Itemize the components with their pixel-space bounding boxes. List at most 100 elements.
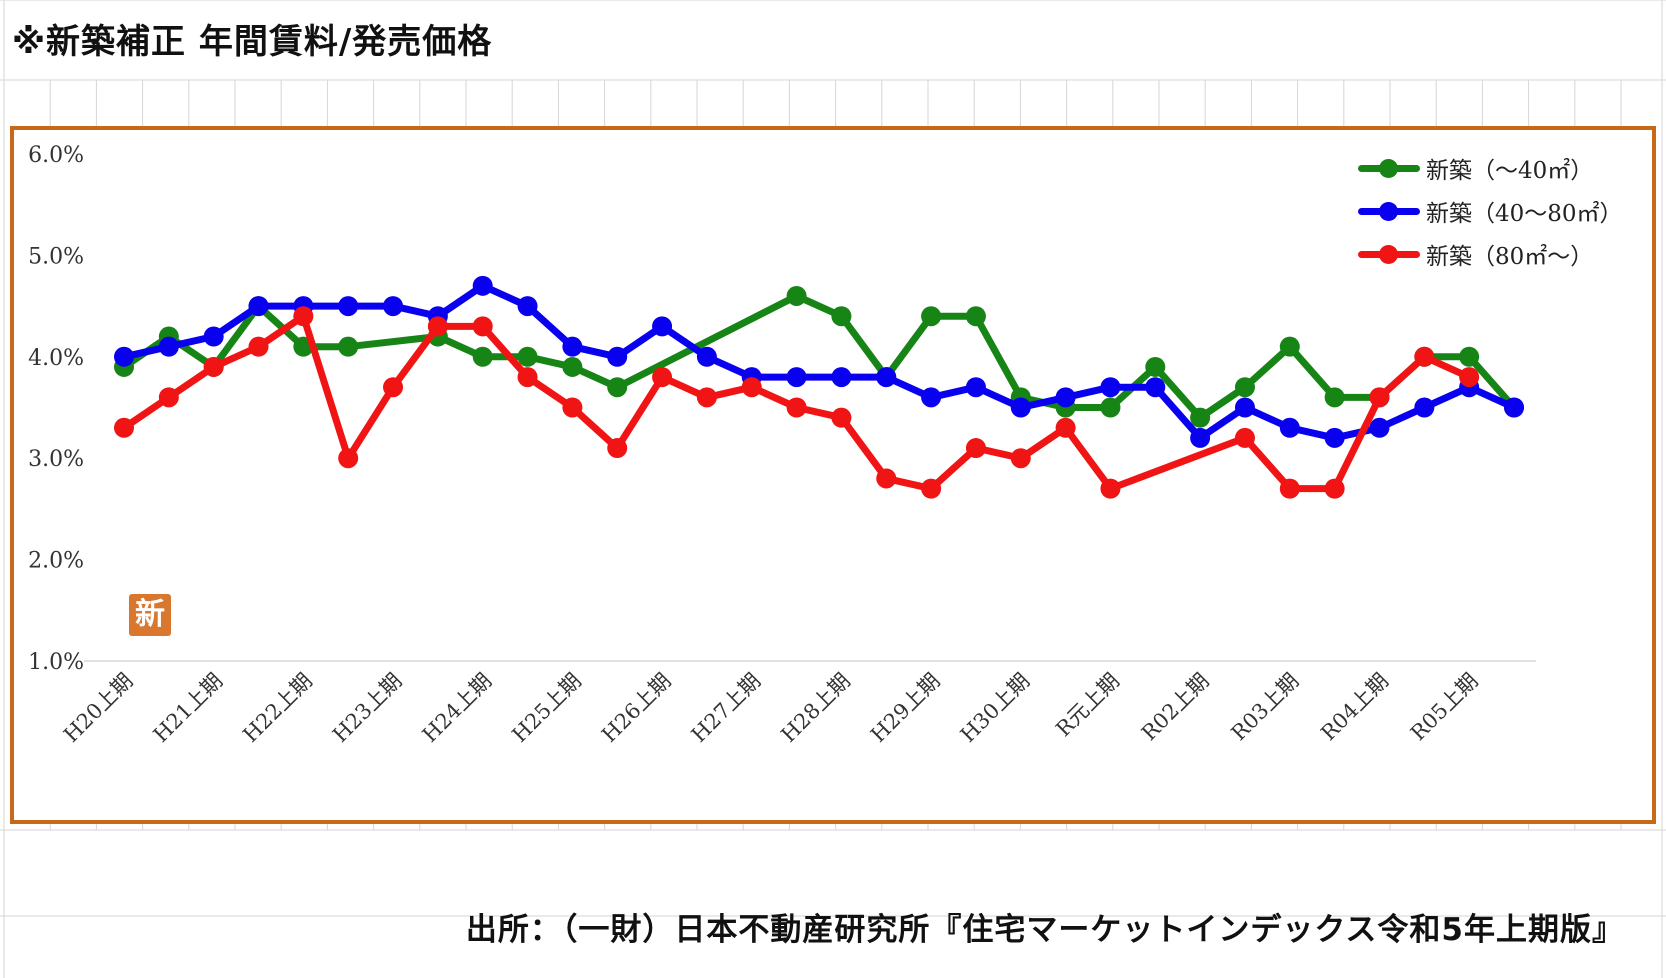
legend-label-small: 新築（～40㎡） [1426,158,1594,184]
data-point [1100,397,1121,418]
data-point [607,438,628,459]
data-point [1414,346,1435,367]
data-point [921,478,942,499]
y-tick-label: 5.0% [28,244,84,269]
data-point [607,377,628,398]
x-tick-label: H27上期 [687,669,766,748]
x-tick-label: H29上期 [866,669,945,748]
y-tick-label: 4.0% [28,346,84,371]
data-point [248,336,269,357]
data-point [1459,367,1480,388]
data-point [158,387,179,408]
data-point [1234,427,1255,448]
source-note: 出所：（一財）日本不動産研究所『住宅マーケットインデックス令和5年上期版』 [465,912,1624,948]
new-construction-badge: 新 [129,594,171,636]
y-tick-label: 3.0% [28,447,84,472]
data-point [786,397,807,418]
data-point [607,346,628,367]
data-point [696,346,717,367]
data-point [786,367,807,388]
data-point [517,346,538,367]
data-point [1234,397,1255,418]
legend-label-large: 新築（80㎡～） [1426,244,1594,270]
data-point [652,367,673,388]
data-point [921,306,942,327]
data-point [517,296,538,317]
data-point [741,377,762,398]
x-tick-label: H23上期 [328,669,407,748]
data-point [383,377,404,398]
data-point [965,306,986,327]
data-point [1100,478,1121,499]
data-point [831,407,852,428]
data-point [114,346,134,367]
data-point [831,306,852,327]
data-point [203,356,224,377]
data-point [921,387,942,408]
series-line-0 [120,292,1518,422]
x-tick-label: H20上期 [59,669,138,748]
data-point [1369,417,1390,438]
x-tick-label: R02上期 [1137,669,1214,746]
data-point [562,336,583,357]
x-tick-label: H24上期 [418,669,497,748]
data-point [472,346,493,367]
data-point [1414,397,1435,418]
data-point [1010,397,1031,418]
page-title: ※新築補正 年間賃料/発売価格 [12,22,493,62]
data-point [1369,387,1390,408]
x-tick-label: R元上期 [1051,669,1124,742]
data-point [1190,407,1211,428]
data-point [1279,417,1300,438]
data-point [1190,427,1211,448]
data-point [1234,377,1255,398]
data-point [248,296,269,317]
data-point [1324,387,1345,408]
x-tick-label: R03上期 [1227,669,1304,746]
data-point [562,356,583,377]
legend-marker-large [1379,245,1398,264]
legend-marker-medium [1379,202,1398,221]
y-tick-label: 1.0% [28,650,84,675]
data-point [383,296,404,317]
data-point [338,296,359,317]
data-point [965,377,986,398]
data-point [1055,417,1076,438]
data-point [786,285,807,306]
data-point [876,367,897,388]
chart-frame: 1.0% 2.0% 3.0% 4.0% 5.0% 6.0% H20上期 H21上期 H22上期 H… [10,126,1656,824]
data-point [1279,478,1300,499]
data-point [427,316,448,337]
data-point [1324,427,1345,448]
x-tick-label: R05上期 [1406,669,1483,746]
legend-marker-small [1379,159,1398,178]
data-point [158,336,179,357]
data-point [472,316,493,337]
line-chart: 1.0%2.0%3.0%4.0%5.0%6.0%H20上期 H21上期 H22上期 H… [28,143,1536,748]
data-point [338,448,359,469]
y-tick-label: 2.0% [28,549,84,574]
x-tick-label: H26上期 [597,669,676,748]
data-point [1145,356,1166,377]
x-tick-label: H22上期 [238,669,317,748]
data-point [203,326,224,347]
data-point [1145,377,1166,398]
data-point [696,387,717,408]
data-point [1279,336,1300,357]
data-point [876,468,897,489]
data-point [472,275,493,296]
data-point [517,367,538,388]
x-tick-label: R04上期 [1316,669,1393,746]
data-point [114,417,134,438]
y-tick-label: 6.0% [28,143,84,168]
x-tick-label: H30上期 [956,669,1035,748]
data-point [338,336,359,357]
x-tick-label: H21上期 [149,669,228,748]
legend-label-medium: 新築（40～80㎡） [1426,201,1623,227]
data-point [1100,377,1121,398]
data-point [652,316,673,337]
data-point [1324,478,1345,499]
data-point [831,367,852,388]
data-point [965,438,986,459]
